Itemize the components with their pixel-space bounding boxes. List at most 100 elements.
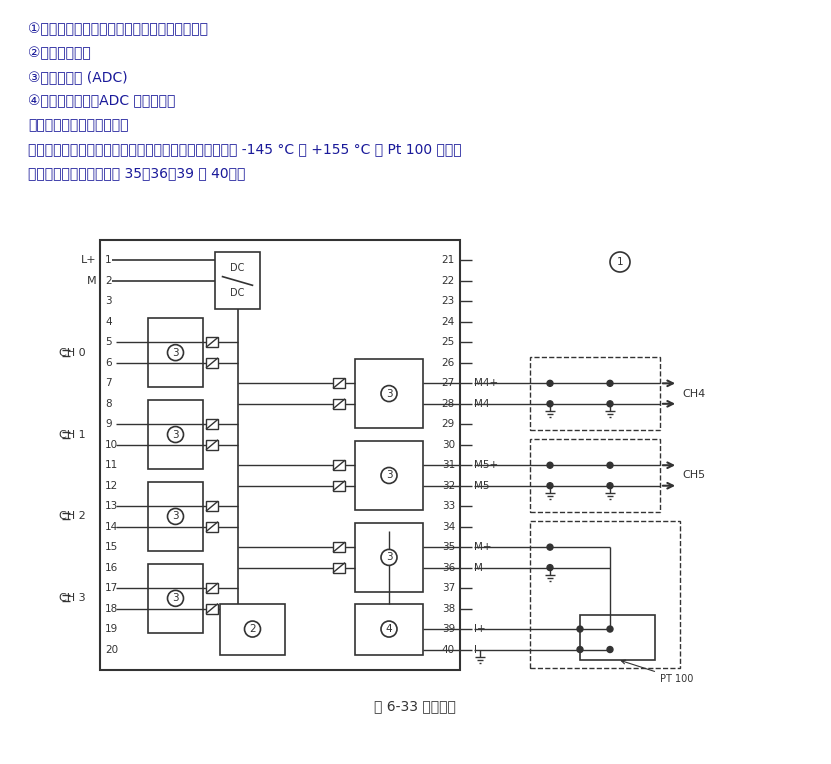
Circle shape [607, 646, 613, 652]
Text: M5+: M5+ [474, 460, 498, 470]
Text: 5: 5 [105, 338, 111, 348]
Bar [333, 460, 345, 470]
Bar [148, 318, 203, 387]
Circle shape [168, 426, 184, 442]
Bar [206, 358, 218, 367]
Text: 24: 24 [442, 317, 455, 327]
Text: 1: 1 [617, 257, 623, 267]
Bar [355, 523, 423, 592]
Text: 21: 21 [442, 255, 455, 265]
Text: M4+: M4+ [474, 378, 498, 388]
Bar [206, 440, 218, 450]
Bar [333, 562, 345, 573]
Text: 9: 9 [105, 419, 111, 429]
Circle shape [381, 386, 397, 402]
Text: CH 1: CH 1 [59, 429, 86, 439]
Text: CH 0: CH 0 [59, 348, 86, 358]
Text: 33: 33 [442, 501, 455, 511]
Circle shape [381, 468, 397, 484]
Text: M: M [86, 276, 96, 286]
Bar [580, 615, 655, 659]
Text: 30: 30 [442, 440, 455, 450]
Text: ③模数转换器 (ADC): ③模数转换器 (ADC) [28, 70, 128, 84]
Text: ①热电偶通过补偿导线（延伸）连接到前连接器: ①热电偶通过补偿导线（延伸）连接到前连接器 [28, 22, 208, 36]
Bar [333, 481, 345, 490]
Circle shape [547, 380, 553, 387]
Text: 接线：带外部补偿的热电偶: 接线：带外部补偿的热电偶 [28, 118, 129, 132]
Text: ④外部冷端比较（ADC 和电流源）: ④外部冷端比较（ADC 和电流源） [28, 94, 175, 108]
Text: 27: 27 [442, 378, 455, 388]
Text: 3: 3 [386, 389, 392, 399]
Bar [206, 419, 218, 429]
Text: ②背板总线接口: ②背板总线接口 [28, 46, 91, 60]
Circle shape [547, 565, 553, 571]
Text: 31: 31 [442, 460, 455, 470]
Text: 36: 36 [442, 562, 455, 573]
Bar [530, 357, 660, 430]
Text: 18: 18 [105, 604, 118, 613]
Text: 3: 3 [172, 594, 179, 604]
Text: 14: 14 [105, 522, 118, 532]
Bar [333, 399, 345, 409]
Bar [206, 604, 218, 613]
Text: L+: L+ [81, 255, 96, 265]
Circle shape [607, 462, 613, 468]
Bar [355, 604, 423, 655]
Text: M-: M- [474, 562, 487, 573]
Bar [206, 583, 218, 593]
Text: PT 100: PT 100 [622, 660, 693, 684]
Text: 1: 1 [105, 255, 111, 265]
Circle shape [607, 626, 613, 632]
Text: 35: 35 [442, 542, 455, 552]
Text: 3: 3 [172, 511, 179, 521]
Text: DC: DC [230, 289, 244, 299]
Circle shape [547, 483, 553, 489]
Circle shape [577, 626, 583, 632]
Text: 32: 32 [442, 481, 455, 490]
Text: 6: 6 [105, 358, 111, 367]
Text: 26: 26 [442, 358, 455, 367]
Text: 20: 20 [105, 645, 118, 655]
Bar [100, 240, 460, 670]
Circle shape [168, 345, 184, 361]
Bar [206, 522, 218, 532]
Circle shape [244, 621, 260, 637]
Text: I+: I+ [474, 624, 485, 634]
Text: 4: 4 [105, 317, 111, 327]
Text: M+: M+ [474, 542, 491, 552]
Circle shape [168, 591, 184, 607]
Text: I-: I- [474, 645, 481, 655]
Text: 23: 23 [442, 296, 455, 306]
Text: 37: 37 [442, 583, 455, 593]
Bar [220, 604, 285, 655]
Text: CH4: CH4 [682, 389, 706, 399]
Bar [333, 542, 345, 552]
Text: 3: 3 [105, 296, 111, 306]
Text: 4: 4 [386, 624, 392, 634]
Circle shape [610, 252, 630, 272]
Text: CH 3: CH 3 [59, 594, 86, 604]
Circle shape [607, 401, 613, 406]
Text: 25: 25 [442, 338, 455, 348]
Text: 34: 34 [442, 522, 455, 532]
Text: 16: 16 [105, 562, 118, 573]
Text: 3: 3 [172, 429, 179, 439]
Text: M4-: M4- [474, 399, 494, 409]
Text: 29: 29 [442, 419, 455, 429]
Text: M5-: M5- [474, 481, 494, 490]
Text: 39: 39 [442, 624, 455, 634]
Bar [355, 441, 423, 510]
Text: 图 6-33 外部补偿: 图 6-33 外部补偿 [374, 699, 456, 713]
Circle shape [381, 549, 397, 565]
Circle shape [607, 483, 613, 489]
Circle shape [381, 621, 397, 637]
Bar [530, 521, 680, 668]
Text: CH 2: CH 2 [59, 511, 86, 521]
Bar [148, 482, 203, 551]
Text: 3: 3 [386, 552, 392, 562]
Text: CH5: CH5 [682, 471, 706, 481]
Bar [148, 400, 203, 469]
Text: 12: 12 [105, 481, 118, 490]
Text: 19: 19 [105, 624, 118, 634]
Circle shape [607, 380, 613, 387]
